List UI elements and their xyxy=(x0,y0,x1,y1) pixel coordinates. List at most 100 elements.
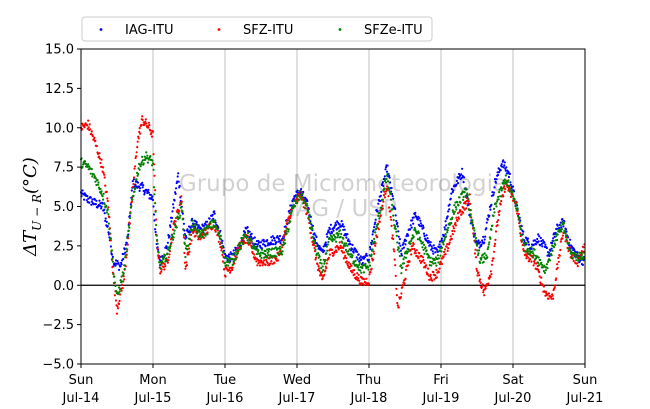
data-point xyxy=(92,173,95,176)
data-point xyxy=(107,222,110,225)
data-point xyxy=(564,228,568,231)
data-point xyxy=(285,222,288,225)
data-point xyxy=(130,189,133,192)
data-point xyxy=(445,235,448,238)
data-point xyxy=(407,250,410,253)
data-point xyxy=(493,211,496,214)
data-point xyxy=(367,268,370,271)
data-point xyxy=(144,118,147,121)
data-point xyxy=(240,241,244,244)
data-point xyxy=(553,286,556,289)
data-point xyxy=(145,151,148,154)
data-point xyxy=(483,256,486,259)
data-point xyxy=(190,239,193,242)
data-point xyxy=(351,271,354,274)
data-point xyxy=(131,180,134,183)
data-point xyxy=(335,223,338,226)
x-tick-label-day: Sun xyxy=(69,373,94,388)
data-point xyxy=(228,261,231,264)
data-point xyxy=(513,198,516,201)
data-point xyxy=(379,194,382,197)
data-point xyxy=(540,276,543,279)
data-point xyxy=(128,222,131,225)
data-point xyxy=(373,226,376,229)
data-point xyxy=(108,227,111,231)
data-point xyxy=(108,216,111,219)
data-point xyxy=(152,213,156,216)
data-point xyxy=(368,261,371,264)
data-point xyxy=(275,257,278,260)
data-point xyxy=(419,222,422,225)
data-point xyxy=(154,210,157,213)
data-point xyxy=(560,230,563,233)
y-axis: −5.0 −2.5 0.0 2.5 5.0 7.5 10.0 12.5 15.0 xyxy=(42,43,81,373)
data-point xyxy=(407,234,410,237)
data-point xyxy=(290,209,293,212)
data-point xyxy=(467,200,470,203)
data-point xyxy=(508,185,511,188)
data-point xyxy=(151,162,155,165)
data-point xyxy=(447,247,450,250)
data-point xyxy=(85,199,88,202)
data-point xyxy=(331,240,334,243)
data-point xyxy=(447,210,450,213)
data-point xyxy=(395,234,398,237)
data-point xyxy=(480,256,483,259)
data-point xyxy=(407,264,410,267)
data-point xyxy=(103,203,106,206)
data-point xyxy=(136,174,139,177)
data-point xyxy=(104,217,107,220)
grid xyxy=(152,49,514,364)
data-point xyxy=(465,188,468,191)
data-point xyxy=(324,269,327,272)
data-point xyxy=(156,238,159,242)
data-point xyxy=(421,256,425,259)
data-point xyxy=(368,273,371,276)
data-point xyxy=(573,248,576,251)
data-point xyxy=(312,244,316,247)
data-point xyxy=(302,197,305,200)
data-point xyxy=(561,237,564,240)
data-point xyxy=(176,215,179,218)
data-point xyxy=(330,235,334,239)
data-point xyxy=(389,215,392,219)
data-point xyxy=(105,190,108,193)
data-point xyxy=(147,126,150,129)
data-point xyxy=(532,252,535,255)
data-point xyxy=(105,211,108,214)
data-point xyxy=(507,179,510,182)
data-point xyxy=(391,195,394,198)
data-point xyxy=(165,245,168,248)
data-point xyxy=(266,248,269,251)
data-point xyxy=(106,225,109,228)
data-point xyxy=(367,258,371,261)
data-point xyxy=(402,242,405,245)
data-point xyxy=(202,224,205,227)
data-point xyxy=(359,255,362,258)
data-point xyxy=(340,220,343,223)
y-tick-label: 0.0 xyxy=(53,279,74,294)
data-point xyxy=(314,256,318,259)
data-point xyxy=(314,248,317,251)
data-point xyxy=(116,259,119,263)
data-point xyxy=(582,246,585,249)
data-point xyxy=(487,282,490,285)
data-point xyxy=(163,268,166,271)
data-point xyxy=(93,136,96,139)
data-point xyxy=(386,164,389,167)
data-point xyxy=(191,219,194,222)
data-point xyxy=(452,225,455,228)
data-point xyxy=(208,217,211,220)
data-point xyxy=(374,221,377,224)
data-point xyxy=(435,268,438,271)
data-point xyxy=(481,283,484,286)
data-point xyxy=(306,204,309,207)
data-point xyxy=(321,270,324,274)
data-points xyxy=(79,115,586,315)
data-point xyxy=(538,235,541,238)
data-point xyxy=(400,292,403,295)
data-point xyxy=(478,274,481,277)
data-point xyxy=(389,181,392,184)
data-point xyxy=(450,221,453,225)
data-point xyxy=(159,272,162,275)
